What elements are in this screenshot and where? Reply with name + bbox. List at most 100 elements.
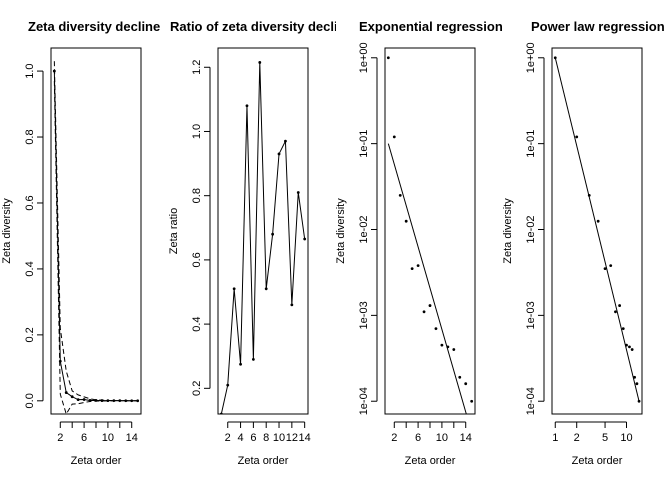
y-axis: 1e-04 1e-03 1e-02 1e-01 1e+00 (358, 42, 378, 415)
data-point (635, 382, 639, 386)
data-point (258, 61, 262, 64)
data-point (464, 382, 468, 386)
y-tick-label: 1e-04 (358, 387, 370, 415)
data-point (440, 343, 444, 347)
x-tick-label: 2 (574, 432, 580, 444)
data-point (136, 399, 140, 403)
plot-area (219, 61, 307, 414)
y-tick-label: 1e-01 (525, 130, 537, 158)
data-point (245, 104, 249, 108)
y-tick-label: 0.8 (24, 129, 36, 144)
data-point (284, 139, 287, 143)
y-axis: 1e-04 1e-03 1e-02 1e-01 1e+00 (525, 42, 545, 415)
data-point (271, 232, 275, 236)
y-axis-label: Zeta diversity (1, 198, 13, 264)
plot-frame (551, 47, 643, 415)
y-tick-label: 0.8 (191, 188, 203, 203)
data-point (452, 348, 456, 351)
data-point (76, 398, 80, 402)
x-tick-label: 10 (436, 432, 448, 444)
y-tick-label: 0.6 (24, 195, 36, 210)
data-point (458, 375, 462, 379)
x-axis: 2 4 6 8 10 12 14 (225, 421, 311, 444)
x-tick-label: 5 (602, 432, 608, 444)
data-point (470, 399, 474, 403)
y-tick-label: 1e-02 (358, 215, 370, 243)
x-axis: 2 6 10 14 (391, 421, 472, 444)
data-point (251, 358, 255, 361)
x-tick-label: 1 (552, 432, 558, 444)
data-point (596, 219, 600, 223)
y-axis-label: Zeta diversity (335, 198, 347, 264)
series-line (554, 57, 640, 402)
y-tick-label: 1e-04 (525, 387, 537, 415)
x-tick-label: 10 (102, 432, 114, 444)
data-point (398, 193, 402, 197)
plot-area (386, 56, 474, 414)
x-tick-label: 6 (250, 432, 256, 444)
data-point (290, 303, 294, 307)
plot-area (52, 61, 140, 414)
data-point (609, 264, 613, 267)
series-line (220, 62, 306, 414)
x-axis-label: Zeta order (405, 455, 456, 467)
data-point (70, 395, 74, 399)
data-point (264, 287, 268, 291)
plot-frame (217, 47, 309, 415)
y-tick-label: 1e-03 (358, 301, 370, 329)
x-tick-label: 10 (273, 432, 285, 444)
y-axis: 0.0 0.2 0.4 0.6 0.8 1.0 (24, 63, 44, 408)
panel-exponential-regression: Exponential regression Zeta order Zeta d… (335, 19, 503, 467)
data-point (296, 191, 300, 194)
y-tick-label: 1e-01 (358, 130, 370, 158)
data-point (422, 310, 426, 314)
y-tick-label: 0.0 (24, 393, 36, 408)
x-tick-label: 2 (225, 432, 231, 444)
y-tick-label: 1.0 (24, 63, 36, 78)
data-point (64, 391, 68, 394)
series-line (387, 143, 467, 414)
data-point (239, 362, 242, 366)
chart-title: Zeta diversity decline (28, 19, 160, 34)
y-tick-label: 0.4 (24, 261, 36, 276)
x-tick-label: 4 (238, 432, 244, 444)
x-tick-label: 8 (263, 432, 269, 444)
data-point (303, 237, 307, 241)
y-tick-label: 1e+00 (525, 42, 537, 73)
x-tick-label: 6 (81, 432, 87, 444)
data-point (404, 219, 408, 223)
data-point (82, 398, 86, 401)
data-point (416, 264, 420, 267)
x-tick-label: 10 (620, 432, 632, 444)
y-tick-label: 0.2 (24, 327, 36, 342)
data-point (630, 348, 634, 351)
x-axis-label: Zeta order (238, 455, 289, 467)
x-tick-label: 14 (126, 432, 138, 444)
data-point (621, 327, 625, 331)
x-tick-label: 2 (57, 432, 63, 444)
y-tick-label: 0.2 (191, 381, 203, 396)
plot-area (553, 56, 641, 403)
y-tick-label: 1e+00 (358, 42, 370, 73)
data-point (428, 304, 432, 307)
y-tick-label: 1e-02 (525, 215, 537, 243)
x-axis-label: Zeta order (572, 455, 623, 467)
chart-title: Power law regression (531, 19, 665, 34)
y-tick-label: 1.2 (191, 60, 203, 75)
data-point (386, 56, 390, 60)
data-point (232, 287, 236, 291)
data-point (614, 310, 617, 314)
x-tick-label: 6 (415, 432, 421, 444)
y-axis-label: Zeta ratio (168, 208, 180, 254)
y-tick-label: 1.0 (191, 124, 203, 139)
y-tick-label: 1e-03 (525, 301, 537, 329)
data-point (226, 383, 230, 387)
plot-frame (50, 47, 142, 415)
y-axis-label: Zeta diversity (502, 198, 514, 264)
x-axis-label: Zeta order (71, 455, 122, 467)
chart-title: Ratio of zeta diversity decline (170, 19, 353, 34)
panel-zeta-ratio: Ratio of zeta diversity decline Zeta ord… (168, 19, 353, 467)
panel-power-law-regression: Power law regression Zeta order Zeta div… (502, 19, 665, 467)
y-tick-label: 0.4 (191, 316, 203, 331)
